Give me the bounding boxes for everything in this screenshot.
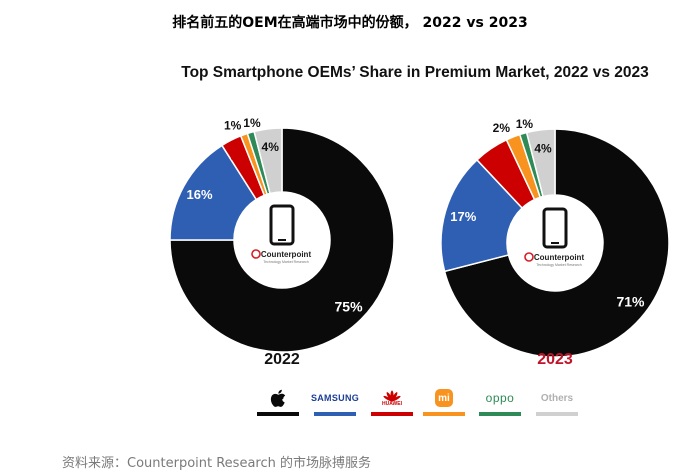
- slice-2023-others: [525, 128, 556, 198]
- smartphone-icon: [542, 207, 568, 249]
- xiaomi-logo: mi: [435, 389, 453, 407]
- slice-label-2022-oppo: 1%: [243, 116, 261, 130]
- legend-item-huawei: HUAWEI: [362, 388, 422, 416]
- smartphone-icon: [269, 204, 295, 246]
- chinese-title: 排名前五的OEM在高端市场中的份额， 2022 vs 2023: [172, 15, 528, 31]
- slice-label-2023-xiaomi: 2%: [493, 121, 511, 135]
- slice-label-2022-huawei: 3%: [231, 149, 249, 163]
- donut-2022: 75%16%3%1% 1%4%: [169, 116, 395, 353]
- year-label-2023: 2023: [537, 351, 573, 368]
- counterpoint-tagline: Technology Market Research: [536, 263, 581, 267]
- legend-swatch-samsung: [314, 412, 356, 416]
- legend-item-apple: [248, 388, 308, 416]
- oppo-logo: oppo: [485, 391, 515, 405]
- slice-label-2022-xiaomi: 1%: [224, 118, 242, 132]
- legend-item-xiaomi: mi: [414, 388, 474, 416]
- source-footer: 资料来源：Counterpoint Research 的市场脉搏服务: [62, 456, 371, 471]
- legend-swatch-xiaomi: [423, 412, 465, 416]
- counterpoint-brand: Counterpoint: [534, 253, 585, 262]
- slice-label-2023-others: 4%: [534, 141, 552, 155]
- slice-label-2023-huawei: 5%: [493, 157, 511, 171]
- chart-title: Top Smartphone OEMs’ Share in Premium Ma…: [181, 64, 649, 81]
- legend-swatch-others: [536, 412, 578, 416]
- slice-label-2023-oppo: 1%: [516, 117, 534, 131]
- slice-label-2022-others: 4%: [262, 140, 280, 154]
- slice-label-2022-apple: 75%: [335, 298, 364, 314]
- slice-2023-apple: [443, 128, 670, 358]
- legend-item-others: Others: [527, 388, 587, 416]
- legend-item-samsung: SAMSUNG: [305, 388, 365, 416]
- slice-2023-samsung: [440, 158, 524, 273]
- year-label-2022: 2022: [264, 351, 300, 368]
- apple-logo-icon: [270, 389, 286, 407]
- counterpoint-brand: Counterpoint: [261, 250, 312, 259]
- counterpoint-tagline: Technology Market Research: [263, 260, 308, 264]
- counterpoint-logo-icon: [251, 249, 261, 259]
- counterpoint-logo-icon: [524, 252, 534, 262]
- slice-2022-others: [253, 127, 283, 195]
- huawei-logo: HUAWEI: [382, 400, 402, 407]
- slice-label-2023-apple: 71%: [616, 293, 645, 309]
- huawei-petal-icon: [383, 390, 401, 401]
- others-label: Others: [540, 392, 574, 404]
- samsung-logo: SAMSUNG: [310, 393, 360, 403]
- legend-swatch-huawei: [371, 412, 413, 416]
- legend-item-oppo: oppo: [470, 388, 530, 416]
- donut-2023: 71% 17% 5% 2% 1%4%: [440, 117, 670, 358]
- slice-2022-apple: [169, 127, 395, 353]
- slice-label-2022-samsung: 16%: [187, 187, 213, 202]
- legend-swatch-apple: [257, 412, 299, 416]
- legend-swatch-oppo: [479, 412, 521, 416]
- slice-label-2023-samsung: 17%: [450, 209, 476, 224]
